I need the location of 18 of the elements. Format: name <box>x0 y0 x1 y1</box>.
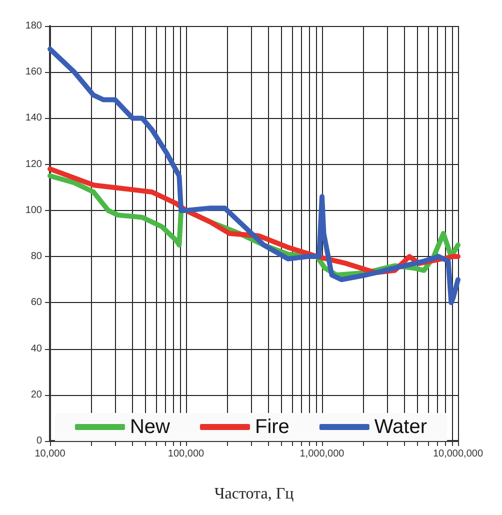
y-tick-label: 40 <box>30 343 42 354</box>
legend-label: Fire <box>254 416 290 438</box>
y-tick-label: 160 <box>25 66 42 78</box>
legend-label: New <box>130 416 171 438</box>
y-tick-label: 120 <box>25 158 42 170</box>
y-tick-label: 80 <box>30 251 42 262</box>
y-tick-label: 180 <box>25 20 42 32</box>
x-tick-label: 10,000,000 <box>432 448 484 460</box>
y-tick-label: 140 <box>25 112 42 124</box>
y-tick-label: 0 <box>36 436 42 446</box>
x-tick-label: 100,000 <box>168 448 205 460</box>
x-tick-label: 1,000,000 <box>300 448 345 460</box>
y-tick-label: 20 <box>30 389 42 400</box>
y-tick-label: 100 <box>25 204 42 216</box>
legend-label: Water <box>374 416 428 438</box>
x-tick-label: 10,000 <box>34 448 66 460</box>
x-axis-title: Частота, Гц <box>214 486 294 502</box>
y-tick-label: 60 <box>30 297 42 308</box>
